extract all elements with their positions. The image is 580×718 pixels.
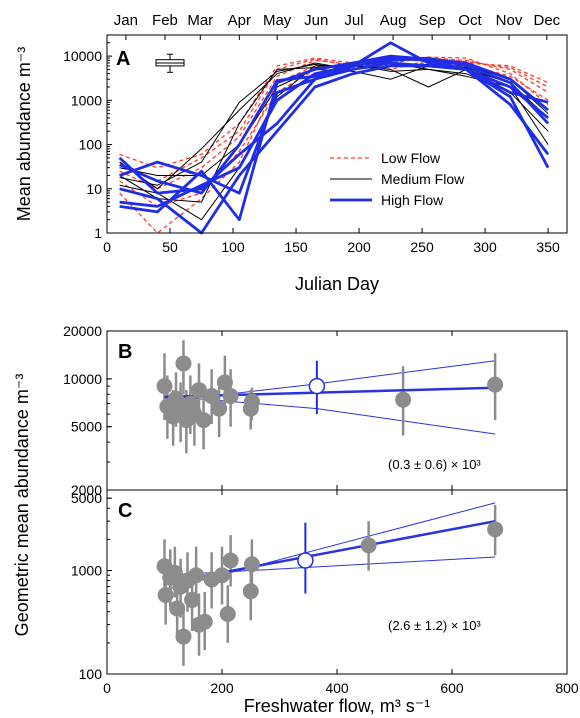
panel-b-data-point: [203, 388, 220, 405]
panel-c-data-point: [175, 628, 192, 645]
panel-a-series-line: [119, 54, 549, 195]
panel-a-month-label: Aug: [380, 12, 407, 29]
shared-xlabel: Freshwater flow, m³ s⁻¹: [244, 696, 431, 716]
panel-b-data-point: [168, 390, 184, 407]
panel-c-data-point: [222, 552, 239, 569]
panel-a-xlabel: Julian Day: [295, 274, 379, 294]
panel-a-lines: [118, 41, 550, 235]
panel-b-data-point: [211, 400, 228, 417]
panel-a-xtick-label: 50: [162, 239, 178, 255]
panel-a-ytick-label: 10000: [63, 48, 102, 64]
panel-c-data-point: [360, 537, 377, 554]
panel-a-xtick-label: 250: [410, 239, 434, 255]
panel-a-label: A: [116, 48, 130, 70]
panel-c-ytick-label: 100: [79, 666, 103, 682]
panel-c-data-point: [196, 613, 213, 630]
panel-a-ytick-label: 100: [79, 137, 103, 153]
panel-c-ytick-label: 1000: [71, 563, 102, 579]
panel-b-data-point: [243, 393, 260, 410]
panel-b-ytick-label: 2000: [71, 482, 102, 498]
panel-b-label: B: [118, 341, 132, 363]
panel-a-legend: Low Flow Medium Flow High Flow: [330, 150, 465, 208]
panel-a-xtick-label: 0: [103, 239, 111, 255]
panel-a-series-line: [119, 57, 549, 182]
shared-ylabel: Geometric mean abundance m⁻³: [12, 374, 32, 637]
panel-a-legend-label: Low Flow: [381, 150, 441, 166]
panel-a-series-line: [119, 64, 550, 235]
panel-a-xtick-label: 200: [347, 239, 371, 255]
panel-a-ytick-label: 1000: [71, 92, 102, 108]
panel-a: 0 50 100 150 200 250 300 350 1 10 100 1000 10000 Jan F…: [14, 12, 568, 294]
panel-b: 2000 5000 10000 20000 B (0.3 ± 0.6) × 10³: [63, 323, 568, 498]
panel-c-plot: [156, 502, 504, 666]
panel-c-data-point: [169, 600, 186, 617]
panel-a-month-label: Mar: [187, 12, 213, 29]
panel-b-data-point: [195, 412, 212, 429]
panel-b-mean-point: [308, 377, 326, 395]
panel-c-xtick-label: 0: [103, 680, 111, 696]
panel-b-annotation: (0.3 ± 0.6) × 10³: [388, 457, 481, 472]
panel-b-data-point: [395, 391, 412, 408]
panel-c-label: C: [118, 500, 132, 522]
panel-c-data-point: [214, 567, 230, 584]
panel-c-xtick-label: 200: [210, 680, 234, 696]
panel-b-axes: 2000 5000 10000 20000: [63, 323, 568, 498]
panel-b-ytick-label: 10000: [63, 371, 102, 387]
panel-a-legend-label: High Flow: [381, 192, 444, 208]
panel-c-data-point: [219, 606, 236, 623]
panel-c-data-point: [184, 591, 201, 608]
panel-a-ytick-label: 10: [86, 181, 102, 197]
panel-c: 100 1000 5000 0 200 400 600 800 C (2.6 ± 1.2) ×…: [71, 489, 579, 696]
panel-c-annotation: (2.6 ± 1.2) × 10³: [388, 618, 481, 633]
panel-a-month-label: Jul: [344, 12, 363, 29]
panel-a-series-line: [119, 56, 550, 195]
panel-a-xtick-label: 300: [473, 239, 497, 255]
panel-a-month-label: Dec: [533, 12, 560, 29]
panel-c-data-point: [243, 556, 260, 573]
panel-b-data-point: [156, 378, 173, 395]
panel-a-month-label: Nov: [496, 12, 523, 29]
panel-b-ytick-label: 5000: [71, 419, 102, 435]
panel-a-month-label: May: [263, 12, 292, 29]
panel-a-month-label: Apr: [228, 12, 251, 29]
panel-c-ytick-label: 5000: [71, 490, 102, 506]
panel-b-data-point: [191, 382, 207, 399]
panel-a-ytick-label: 1: [94, 225, 102, 241]
panel-a-series-line: [119, 57, 549, 208]
panel-c-data-point: [157, 587, 174, 604]
panel-a-axes: 0 50 100 150 200 250 300 350 1 10 100 1000 10000 Jan F…: [63, 12, 561, 255]
panel-c-axes: 100 1000 5000 0 200 400 600 800: [71, 490, 579, 696]
panel-c-data-point: [166, 564, 183, 581]
panel-a-series-line: [119, 57, 549, 169]
panel-a-xtick-label: 150: [284, 239, 308, 255]
panel-b-data-point: [175, 355, 192, 372]
panel-a-series-line: [119, 56, 550, 222]
panel-a-month-label: Jan: [114, 12, 138, 29]
panel-c-xtick-label: 400: [325, 680, 349, 696]
panel-b-data-point: [216, 374, 233, 391]
panel-a-month-label: Feb: [152, 12, 178, 29]
panel-a-month-label: Oct: [458, 12, 482, 29]
panel-a-series-line: [119, 65, 549, 221]
panel-a-xtick-label: 350: [536, 239, 560, 255]
panel-b-ytick-label: 20000: [63, 323, 102, 339]
panel-b-data-point: [222, 388, 239, 405]
panel-a-legend-label: Medium Flow: [381, 171, 465, 187]
panel-a-month-label: Jun: [304, 12, 328, 29]
panel-b-data-point: [487, 376, 504, 393]
panel-c-xtick-label: 800: [555, 680, 579, 696]
panel-b-plot: [156, 340, 504, 454]
panel-c-data-point: [242, 583, 259, 600]
panel-a-ylabel: Mean abundance m⁻³: [14, 47, 34, 222]
panel-a-xtick-label: 100: [221, 239, 245, 255]
panel-c-data-point: [487, 521, 504, 538]
panel-c-data-point: [188, 567, 205, 584]
panel-c-mean-point: [297, 552, 314, 569]
panel-a-month-label: Sep: [419, 12, 446, 29]
panel-c-xtick-label: 600: [440, 680, 464, 696]
panel-a-frame: [106, 34, 568, 234]
